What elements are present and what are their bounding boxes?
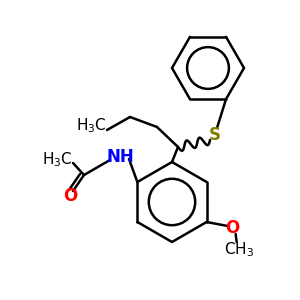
Text: S: S: [209, 126, 221, 144]
Text: H$_3$C: H$_3$C: [76, 117, 106, 135]
Text: CH$_3$: CH$_3$: [224, 241, 254, 259]
Text: O: O: [226, 219, 240, 237]
Text: NH: NH: [106, 148, 134, 166]
Text: O: O: [63, 187, 77, 205]
Text: H$_3$C: H$_3$C: [42, 151, 72, 169]
